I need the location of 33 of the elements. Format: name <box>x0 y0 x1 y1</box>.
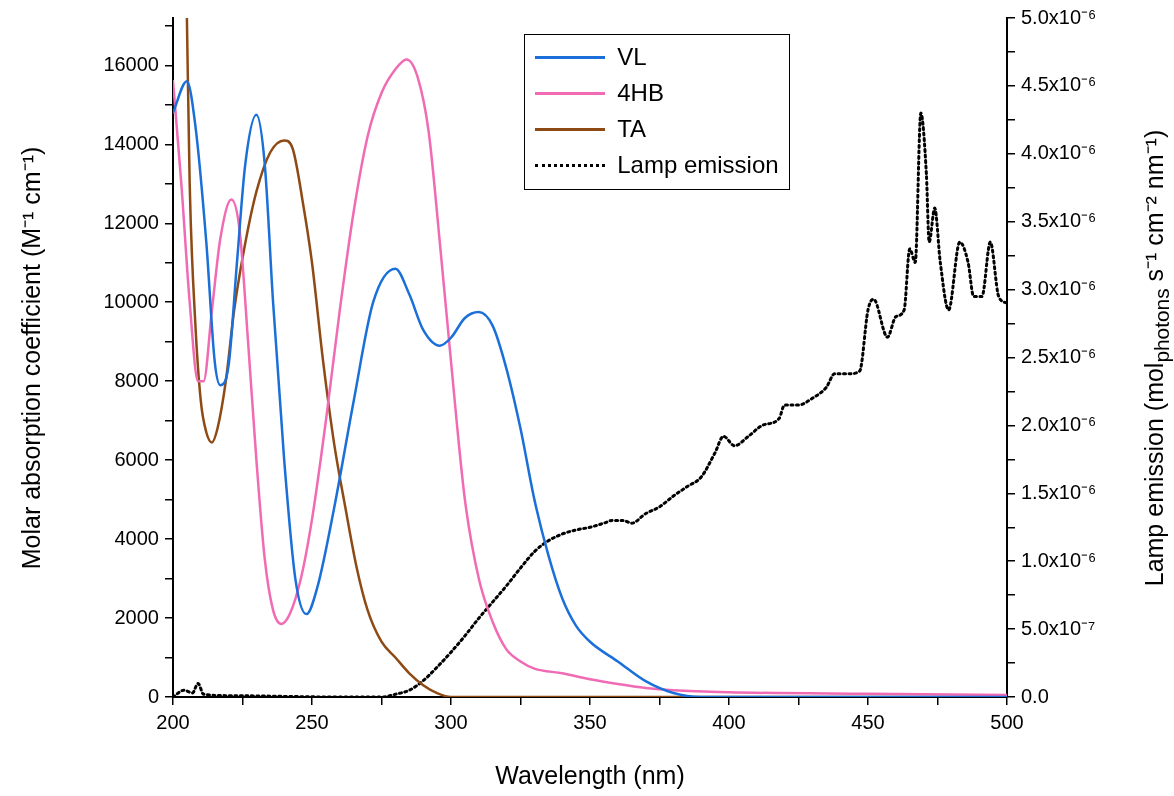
y-tick-label: 14000 <box>103 131 159 154</box>
y2-tick-label: 4.5x10⁻⁶ <box>1021 73 1097 96</box>
x-tick-label: 250 <box>295 710 329 733</box>
x-tick-label: 200 <box>156 710 190 733</box>
y2-tick-label: 1.5x10⁻⁶ <box>1021 480 1097 503</box>
x-tick-label: 500 <box>990 710 1024 733</box>
legend-label: 4HB <box>617 79 664 107</box>
y-tick-label: 16000 <box>103 52 159 75</box>
y-tick-label: 8000 <box>114 368 159 391</box>
y-tick-label: 0 <box>147 684 159 707</box>
y2-tick-label: 4.0x10⁻⁶ <box>1021 141 1097 164</box>
y2-tick-label: 3.5x10⁻⁶ <box>1021 209 1097 232</box>
x-tick-label: 300 <box>434 710 468 733</box>
y2-tick-label: 2.5x10⁻⁶ <box>1021 345 1097 368</box>
y-tick-label: 4000 <box>114 526 159 549</box>
y-tick-label: 6000 <box>114 447 159 470</box>
y-axis-title: Molar absorption coefficient (M⁻¹ cm⁻¹) <box>15 146 46 569</box>
y2-tick-label: 1.0x10⁻⁶ <box>1021 548 1097 571</box>
x-tick-label: 350 <box>573 710 607 733</box>
legend-label: Lamp emission <box>617 151 779 179</box>
x-tick-label: 400 <box>712 710 746 733</box>
y2-tick-label: 5.0x10⁻⁶ <box>1021 5 1097 28</box>
legend-label: VL <box>617 43 647 71</box>
y2-tick-label: 5.0x10⁻⁷ <box>1021 616 1096 639</box>
y2-tick-label: 2.0x10⁻⁶ <box>1021 412 1097 435</box>
y-tick-label: 12000 <box>103 210 159 233</box>
x-axis-title: Wavelength (nm) <box>495 760 685 789</box>
x-tick-label: 450 <box>851 710 885 733</box>
y-tick-label: 2000 <box>114 605 159 628</box>
y-tick-label: 10000 <box>103 289 159 312</box>
legend-label: TA <box>617 115 647 143</box>
y2-tick-label: 3.0x10⁻⁶ <box>1021 277 1097 300</box>
y2-tick-label: 0.0 <box>1021 684 1049 707</box>
